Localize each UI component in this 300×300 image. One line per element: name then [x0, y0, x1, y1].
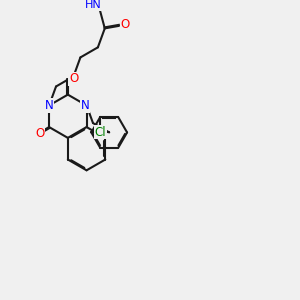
Text: Cl: Cl [94, 126, 106, 139]
Text: O: O [69, 72, 78, 85]
Text: HN: HN [85, 0, 102, 11]
Text: O: O [121, 18, 130, 31]
Text: N: N [81, 99, 89, 112]
Text: O: O [35, 127, 44, 140]
Text: N: N [45, 99, 53, 112]
